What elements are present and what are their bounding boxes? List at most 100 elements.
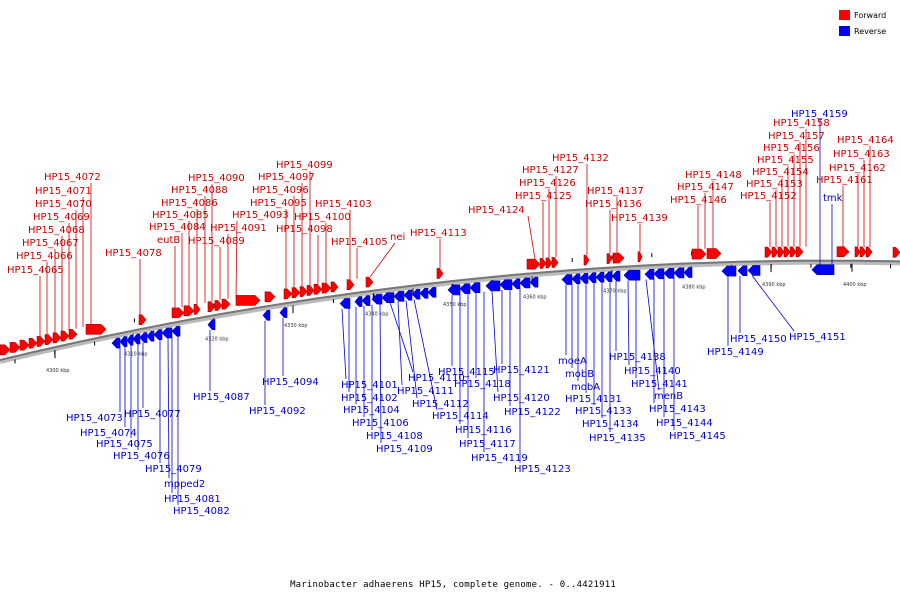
reverse-gene[interactable] [339, 298, 351, 309]
forward-gene[interactable] [789, 246, 797, 258]
reverse-gene[interactable] [361, 295, 371, 306]
reverse-gene[interactable] [519, 277, 531, 289]
forward-gene[interactable] [706, 248, 722, 259]
reverse-gene[interactable] [132, 333, 141, 345]
reverse-gene[interactable] [747, 265, 761, 276]
reverse-gene[interactable] [644, 268, 655, 280]
forward-gene[interactable] [346, 279, 355, 290]
forward-gene[interactable] [183, 305, 195, 317]
forward-gene-label: HP15_4127 [522, 165, 579, 176]
reverse-gene[interactable] [381, 292, 395, 304]
forward-gene[interactable] [836, 246, 850, 258]
reverse-gene[interactable] [663, 268, 675, 279]
forward-gene[interactable] [313, 284, 323, 295]
reverse-gene[interactable] [354, 296, 363, 307]
reverse-gene[interactable] [171, 325, 181, 337]
forward-gene[interactable] [306, 285, 315, 296]
forward-gene[interactable] [60, 330, 70, 342]
forward-gene[interactable] [330, 281, 339, 293]
reverse-gene[interactable] [673, 267, 685, 279]
reverse-gene[interactable] [161, 327, 173, 339]
forward-gene[interactable] [783, 246, 791, 258]
reverse-gene[interactable] [571, 273, 581, 285]
forward-gene[interactable] [854, 246, 861, 258]
reverse-gene[interactable] [811, 264, 835, 275]
forward-gene[interactable] [321, 282, 332, 294]
reverse-gene[interactable] [485, 280, 501, 292]
reverse-gene[interactable] [111, 337, 121, 349]
reverse-gene[interactable] [447, 284, 461, 296]
forward-gene[interactable] [612, 252, 625, 264]
forward-gene-label: HP15_4156 [763, 143, 820, 154]
forward-gene[interactable] [28, 337, 38, 349]
reverse-gene[interactable] [419, 288, 429, 299]
forward-gene[interactable] [539, 258, 547, 269]
forward-gene-label: HP15_4157 [768, 131, 825, 142]
reverse-gene[interactable] [262, 310, 271, 321]
reverse-gene[interactable] [737, 265, 748, 277]
forward-gene[interactable] [36, 336, 46, 347]
forward-gene[interactable] [606, 253, 613, 264]
forward-gene[interactable] [551, 257, 559, 268]
forward-gene[interactable] [771, 246, 779, 258]
forward-gene[interactable] [193, 304, 201, 315]
forward-gene[interactable] [264, 291, 276, 303]
forward-gene[interactable] [545, 257, 553, 269]
forward-gene[interactable] [299, 286, 308, 297]
reverse-gene[interactable] [139, 332, 148, 343]
forward-gene[interactable] [436, 268, 444, 279]
forward-gene[interactable] [795, 246, 804, 258]
reverse-gene[interactable] [623, 269, 641, 281]
reverse-gene[interactable] [579, 272, 589, 284]
reverse-gene[interactable] [529, 276, 539, 288]
forward-gene[interactable] [207, 301, 216, 313]
forward-gene[interactable] [214, 300, 223, 311]
reverse-gene[interactable] [207, 319, 216, 331]
reverse-gene[interactable] [427, 287, 437, 298]
forward-gene[interactable] [171, 307, 185, 319]
forward-gene[interactable] [526, 258, 541, 270]
reverse-gene[interactable] [587, 272, 597, 284]
forward-gene[interactable] [637, 251, 643, 263]
reverse-gene[interactable] [511, 278, 521, 290]
reverse-gene[interactable] [611, 270, 621, 282]
reverse-gene[interactable] [499, 279, 513, 290]
forward-gene[interactable] [138, 314, 147, 326]
forward-gene[interactable] [9, 342, 21, 353]
forward-gene[interactable] [583, 254, 590, 266]
reverse-gene[interactable] [561, 274, 573, 285]
reverse-gene[interactable] [153, 329, 163, 340]
forward-gene[interactable] [52, 332, 62, 344]
forward-gene[interactable] [68, 328, 78, 340]
reverse-gene[interactable] [603, 271, 613, 282]
forward-gene[interactable] [235, 295, 261, 306]
reverse-gene[interactable] [721, 265, 737, 277]
forward-gene[interactable] [85, 323, 107, 335]
reverse-gene[interactable] [411, 288, 421, 300]
forward-gene[interactable] [764, 246, 773, 258]
forward-gene[interactable] [19, 339, 30, 351]
reverse-gene[interactable] [126, 334, 134, 346]
reverse-gene[interactable] [595, 271, 605, 283]
forward-gene[interactable] [892, 247, 900, 258]
reverse-gene[interactable] [683, 267, 693, 278]
reverse-gene[interactable] [119, 336, 128, 347]
forward-gene[interactable] [859, 246, 867, 258]
reverse-gene[interactable] [653, 268, 665, 280]
forward-gene[interactable] [365, 276, 374, 288]
reverse-gene[interactable] [146, 330, 155, 342]
forward-gene[interactable] [283, 288, 293, 300]
reverse-gene[interactable] [403, 289, 413, 301]
forward-gene[interactable] [865, 246, 873, 258]
forward-gene[interactable] [0, 344, 11, 356]
reverse-gene[interactable] [279, 307, 288, 318]
forward-gene[interactable] [691, 248, 707, 260]
reverse-gene[interactable] [459, 283, 471, 295]
forward-gene[interactable] [777, 246, 785, 258]
reverse-gene[interactable] [371, 293, 383, 305]
reverse-gene[interactable] [393, 291, 405, 302]
forward-gene[interactable] [291, 287, 301, 298]
reverse-gene[interactable] [469, 282, 481, 294]
forward-gene[interactable] [221, 298, 231, 310]
forward-gene[interactable] [44, 334, 54, 345]
